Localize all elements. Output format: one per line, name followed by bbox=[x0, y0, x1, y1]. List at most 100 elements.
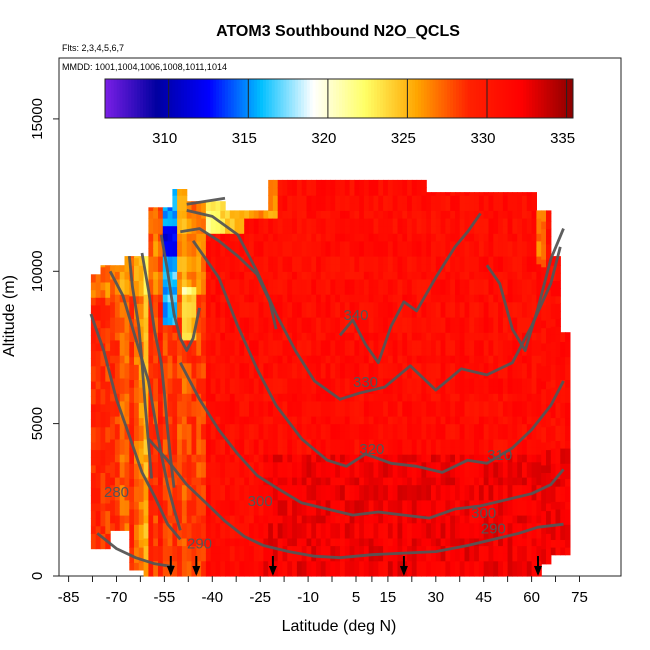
heatmap-cell bbox=[550, 295, 557, 304]
heatmap-cell bbox=[95, 510, 102, 519]
heatmap-cell bbox=[296, 560, 303, 569]
heatmap-cell bbox=[134, 440, 140, 449]
heatmap-cell bbox=[158, 400, 164, 409]
heatmap-cell bbox=[110, 484, 116, 493]
heatmap-cell bbox=[95, 373, 102, 382]
heatmap-cell bbox=[225, 248, 231, 257]
heatmap-cell bbox=[502, 332, 509, 341]
heatmap-cell bbox=[272, 225, 279, 234]
heatmap-cell bbox=[229, 271, 236, 280]
heatmap-cell bbox=[411, 233, 418, 242]
heatmap-cell bbox=[363, 271, 370, 280]
heatmap-cell bbox=[210, 393, 217, 402]
heatmap-cell bbox=[493, 377, 499, 387]
heatmap-cell bbox=[383, 309, 389, 318]
heatmap-cell bbox=[287, 553, 293, 562]
heatmap-cell bbox=[292, 499, 298, 508]
heatmap-cell bbox=[177, 263, 183, 272]
heatmap-cell bbox=[363, 248, 370, 257]
heatmap-cell bbox=[124, 515, 130, 524]
heatmap-cell bbox=[340, 233, 346, 242]
colorbar-cell bbox=[239, 79, 243, 118]
heatmap-cell bbox=[153, 515, 159, 524]
heatmap-cell bbox=[354, 515, 360, 524]
heatmap-cell bbox=[416, 553, 422, 562]
heatmap-cell bbox=[210, 431, 217, 440]
heatmap-cell bbox=[565, 425, 571, 434]
heatmap-cell bbox=[239, 507, 245, 516]
heatmap-cell bbox=[148, 416, 154, 425]
heatmap-cell bbox=[383, 423, 389, 432]
heatmap-cell bbox=[292, 309, 298, 318]
heatmap-cell bbox=[349, 537, 355, 547]
heatmap-cell bbox=[272, 492, 279, 501]
heatmap-cell bbox=[229, 256, 236, 265]
heatmap-cell bbox=[483, 225, 490, 234]
heatmap-cell bbox=[502, 256, 509, 265]
heatmap-cell bbox=[181, 416, 188, 425]
heatmap-cell bbox=[560, 493, 566, 502]
heatmap-cell bbox=[306, 301, 312, 310]
heatmap-cell bbox=[565, 470, 571, 480]
heatmap-cell bbox=[474, 377, 480, 387]
heatmap-cell bbox=[349, 568, 355, 577]
heatmap-cell bbox=[531, 362, 537, 371]
heatmap-cell bbox=[119, 515, 126, 524]
heatmap-cell bbox=[435, 347, 442, 356]
heatmap-cell bbox=[392, 370, 399, 379]
heatmap-cell bbox=[478, 256, 485, 265]
heatmap-cell bbox=[296, 385, 303, 394]
heatmap-cell bbox=[363, 195, 370, 204]
heatmap-cell bbox=[565, 379, 571, 388]
heatmap-cell bbox=[373, 377, 379, 387]
heatmap-cell bbox=[114, 362, 121, 371]
heatmap-cell bbox=[440, 362, 446, 371]
heatmap-cell bbox=[143, 492, 149, 501]
heatmap-cell bbox=[349, 515, 355, 524]
heatmap-cell bbox=[522, 560, 528, 569]
heatmap-cell bbox=[191, 347, 197, 356]
heatmap-cell bbox=[191, 484, 197, 493]
heatmap-cell bbox=[158, 271, 164, 280]
heatmap-cell bbox=[292, 248, 298, 257]
heatmap-cell bbox=[426, 271, 432, 280]
heatmap-cell bbox=[421, 454, 427, 463]
heatmap-cell bbox=[344, 560, 351, 569]
heatmap-cell bbox=[316, 355, 322, 364]
heatmap-cell bbox=[469, 431, 475, 440]
heatmap-cell bbox=[148, 317, 154, 326]
heatmap-cell bbox=[225, 515, 231, 524]
heatmap-cell bbox=[220, 202, 226, 211]
heatmap-cell bbox=[229, 218, 236, 227]
heatmap-cell bbox=[105, 525, 111, 534]
heatmap-cell bbox=[138, 470, 145, 480]
heatmap-cell bbox=[124, 522, 130, 531]
heatmap-cell bbox=[335, 202, 341, 211]
heatmap-cell bbox=[172, 347, 178, 356]
heatmap-cell bbox=[368, 332, 375, 341]
heatmap-cell bbox=[95, 426, 102, 435]
heatmap-cell bbox=[445, 499, 451, 508]
heatmap-cell bbox=[397, 484, 403, 493]
heatmap-cell bbox=[325, 301, 331, 310]
heatmap-cell bbox=[493, 385, 499, 394]
heatmap-cell bbox=[258, 225, 264, 234]
heatmap-cell bbox=[411, 317, 418, 326]
heatmap-cell bbox=[512, 347, 518, 356]
heatmap-cell bbox=[474, 568, 480, 577]
heatmap-cell bbox=[340, 416, 346, 425]
heatmap-cell bbox=[124, 271, 130, 280]
heatmap-cell bbox=[349, 423, 355, 432]
heatmap-cell bbox=[306, 477, 312, 486]
heatmap-cell bbox=[397, 515, 403, 524]
heatmap-cell bbox=[522, 317, 528, 326]
heatmap-cell bbox=[325, 393, 331, 402]
heatmap-cell bbox=[95, 487, 102, 496]
heatmap-cell bbox=[244, 233, 250, 242]
colorbar-cell bbox=[110, 79, 115, 118]
heatmap-cell bbox=[512, 553, 518, 562]
heatmap-cell bbox=[560, 394, 566, 403]
heatmap-cell bbox=[177, 233, 183, 242]
heatmap-cell bbox=[253, 240, 260, 249]
heatmap-cell bbox=[469, 256, 475, 265]
